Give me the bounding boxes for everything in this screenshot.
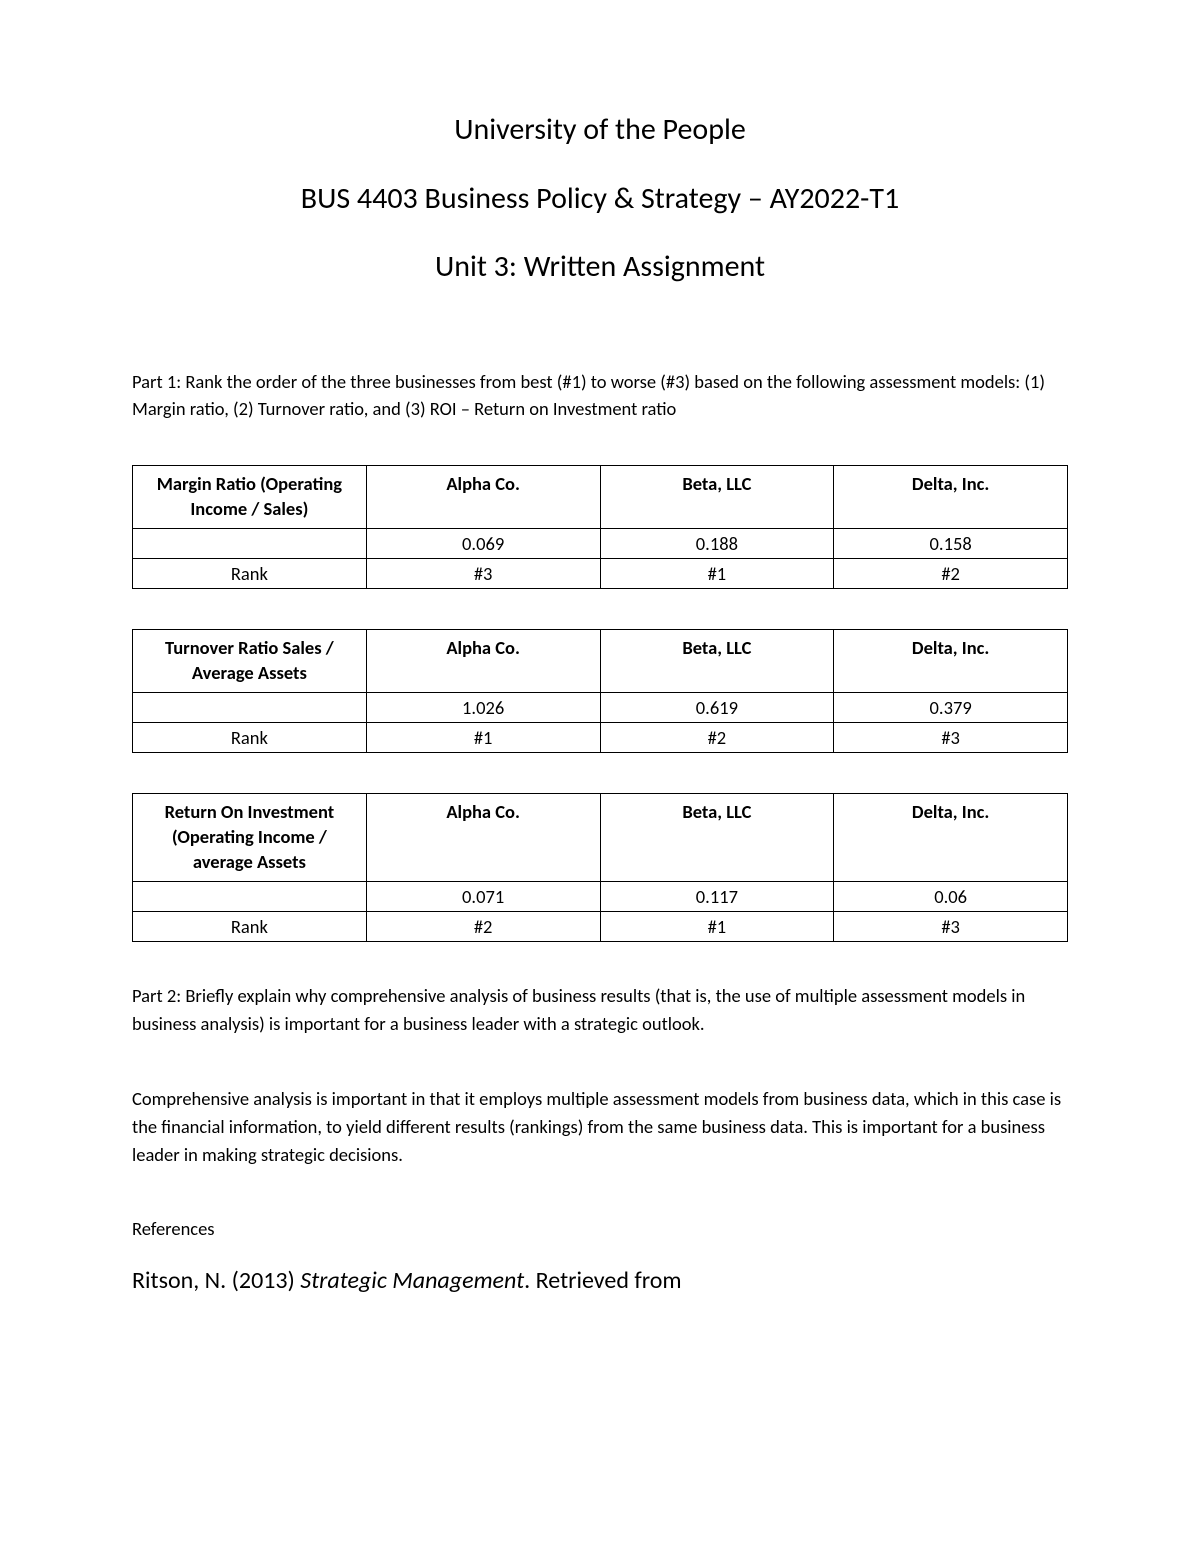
value-cell: 0.619 xyxy=(600,692,834,722)
university-name: University of the People xyxy=(132,110,1068,151)
reference-author-year: Ritson, N. (2013) xyxy=(132,1266,300,1295)
table-header-row: Return On Investment (Operating Income /… xyxy=(133,793,1068,881)
metric-header: Return On Investment (Operating Income /… xyxy=(133,793,367,881)
value-cell: 0.379 xyxy=(834,692,1068,722)
margin-ratio-table: Margin Ratio (Operating Income / Sales) … xyxy=(132,465,1068,589)
company-header: Beta, LLC xyxy=(600,793,834,881)
rank-label-cell: Rank xyxy=(133,558,367,588)
rank-cell: #3 xyxy=(366,558,600,588)
document-page: University of the People BUS 4403 Busine… xyxy=(0,0,1200,1553)
references-heading: References xyxy=(132,1217,1068,1240)
value-cell: 0.117 xyxy=(600,881,834,911)
rank-cell: #3 xyxy=(834,722,1068,752)
metric-header: Turnover Ratio Sales / Average Assets xyxy=(133,629,367,692)
value-cell: 0.071 xyxy=(366,881,600,911)
value-cell: 1.026 xyxy=(366,692,600,722)
value-cell: 0.069 xyxy=(366,528,600,558)
company-header: Alpha Co. xyxy=(366,466,600,529)
rank-cell: #1 xyxy=(600,911,834,941)
empty-cell xyxy=(133,528,367,558)
table-header-row: Turnover Ratio Sales / Average Assets Al… xyxy=(133,629,1068,692)
table-row: Rank #3 #1 #2 xyxy=(133,558,1068,588)
rank-label-cell: Rank xyxy=(133,911,367,941)
part2-prompt: Part 2: Briefly explain why comprehensiv… xyxy=(132,982,1068,1038)
company-header: Alpha Co. xyxy=(366,629,600,692)
answer-paragraph: Comprehensive analysis is important in t… xyxy=(132,1085,1068,1168)
rank-cell: #1 xyxy=(600,558,834,588)
part1-prompt: Part 1: Rank the order of the three busi… xyxy=(132,368,1068,424)
rank-cell: #3 xyxy=(834,911,1068,941)
table-row: Rank #2 #1 #3 xyxy=(133,911,1068,941)
company-header: Delta, Inc. xyxy=(834,466,1068,529)
value-cell: 0.188 xyxy=(600,528,834,558)
value-cell: 0.158 xyxy=(834,528,1068,558)
rank-label-cell: Rank xyxy=(133,722,367,752)
rank-cell: #1 xyxy=(366,722,600,752)
assignment-title: Unit 3: Written Assignment xyxy=(132,247,1068,288)
rank-cell: #2 xyxy=(834,558,1068,588)
rank-cell: #2 xyxy=(366,911,600,941)
reference-tail: . Retrieved from xyxy=(524,1266,681,1295)
company-header: Beta, LLC xyxy=(600,629,834,692)
company-header: Beta, LLC xyxy=(600,466,834,529)
title-block: University of the People BUS 4403 Busine… xyxy=(132,110,1068,288)
value-cell: 0.06 xyxy=(834,881,1068,911)
table-row: Rank #1 #2 #3 xyxy=(133,722,1068,752)
company-header: Alpha Co. xyxy=(366,793,600,881)
course-title: BUS 4403 Business Policy & Strategy – AY… xyxy=(132,179,1068,220)
company-header: Delta, Inc. xyxy=(834,793,1068,881)
company-header: Delta, Inc. xyxy=(834,629,1068,692)
rank-cell: #2 xyxy=(600,722,834,752)
table-row: 1.026 0.619 0.379 xyxy=(133,692,1068,722)
empty-cell xyxy=(133,692,367,722)
turnover-ratio-table: Turnover Ratio Sales / Average Assets Al… xyxy=(132,629,1068,753)
table-row: 0.069 0.188 0.158 xyxy=(133,528,1068,558)
table-row: 0.071 0.117 0.06 xyxy=(133,881,1068,911)
reference-title: Strategic Management xyxy=(300,1266,524,1295)
empty-cell xyxy=(133,881,367,911)
table-header-row: Margin Ratio (Operating Income / Sales) … xyxy=(133,466,1068,529)
metric-header: Margin Ratio (Operating Income / Sales) xyxy=(133,466,367,529)
roi-table: Return On Investment (Operating Income /… xyxy=(132,793,1068,942)
reference-entry: Ritson, N. (2013) Strategic Management. … xyxy=(132,1264,1068,1298)
